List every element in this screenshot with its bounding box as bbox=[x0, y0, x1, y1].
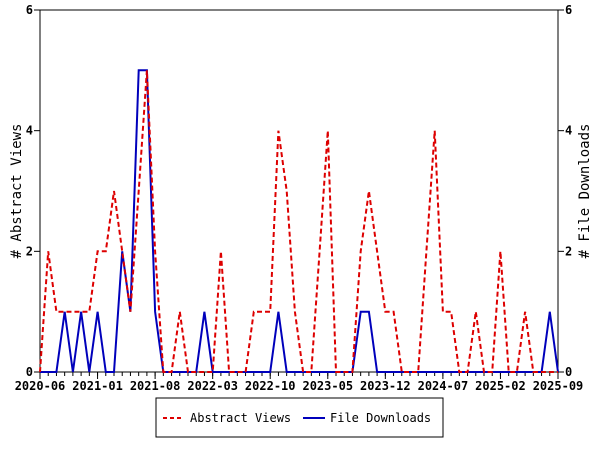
x-tick-label: 2021-01 bbox=[72, 379, 123, 393]
legend-label-file-downloads: File Downloads bbox=[330, 411, 431, 425]
y-right-tick-label: 6 bbox=[565, 3, 572, 17]
x-tick-label: 2025-09 bbox=[533, 379, 584, 393]
x-tick-label: 2025-02 bbox=[475, 379, 526, 393]
x-tick-label: 2024-07 bbox=[418, 379, 469, 393]
y-axis-label-left: # Abstract Views bbox=[9, 124, 25, 259]
x-tick-label: 2023-12 bbox=[360, 379, 411, 393]
x-tick-label: 2021-08 bbox=[130, 379, 181, 393]
y-left-tick-label: 6 bbox=[26, 3, 33, 17]
series-line-file-downloads bbox=[40, 69, 559, 373]
legend-box bbox=[155, 397, 444, 438]
y-axis-label-right: # File Downloads bbox=[577, 124, 593, 259]
x-tick-label: 2022-10 bbox=[245, 379, 296, 393]
y-right-tick-label: 2 bbox=[565, 244, 572, 258]
series-layer bbox=[39, 69, 559, 373]
y-left-tick-label: 4 bbox=[26, 124, 33, 138]
y-right-tick-label: 0 bbox=[565, 365, 572, 379]
legend-label-abstract-views: Abstract Views bbox=[190, 411, 291, 425]
x-tick-label: 2023-05 bbox=[302, 379, 353, 393]
x-tick-label: 2020-06 bbox=[15, 379, 66, 393]
y-left-tick-label: 2 bbox=[26, 244, 33, 258]
y-right-tick-label: 4 bbox=[565, 124, 572, 138]
legend: Abstract Views File Downloads bbox=[155, 397, 444, 438]
series-line-abstract-views bbox=[39, 70, 558, 373]
x-tick-label: 2022-03 bbox=[187, 379, 238, 393]
y-left-tick-label: 0 bbox=[26, 365, 33, 379]
